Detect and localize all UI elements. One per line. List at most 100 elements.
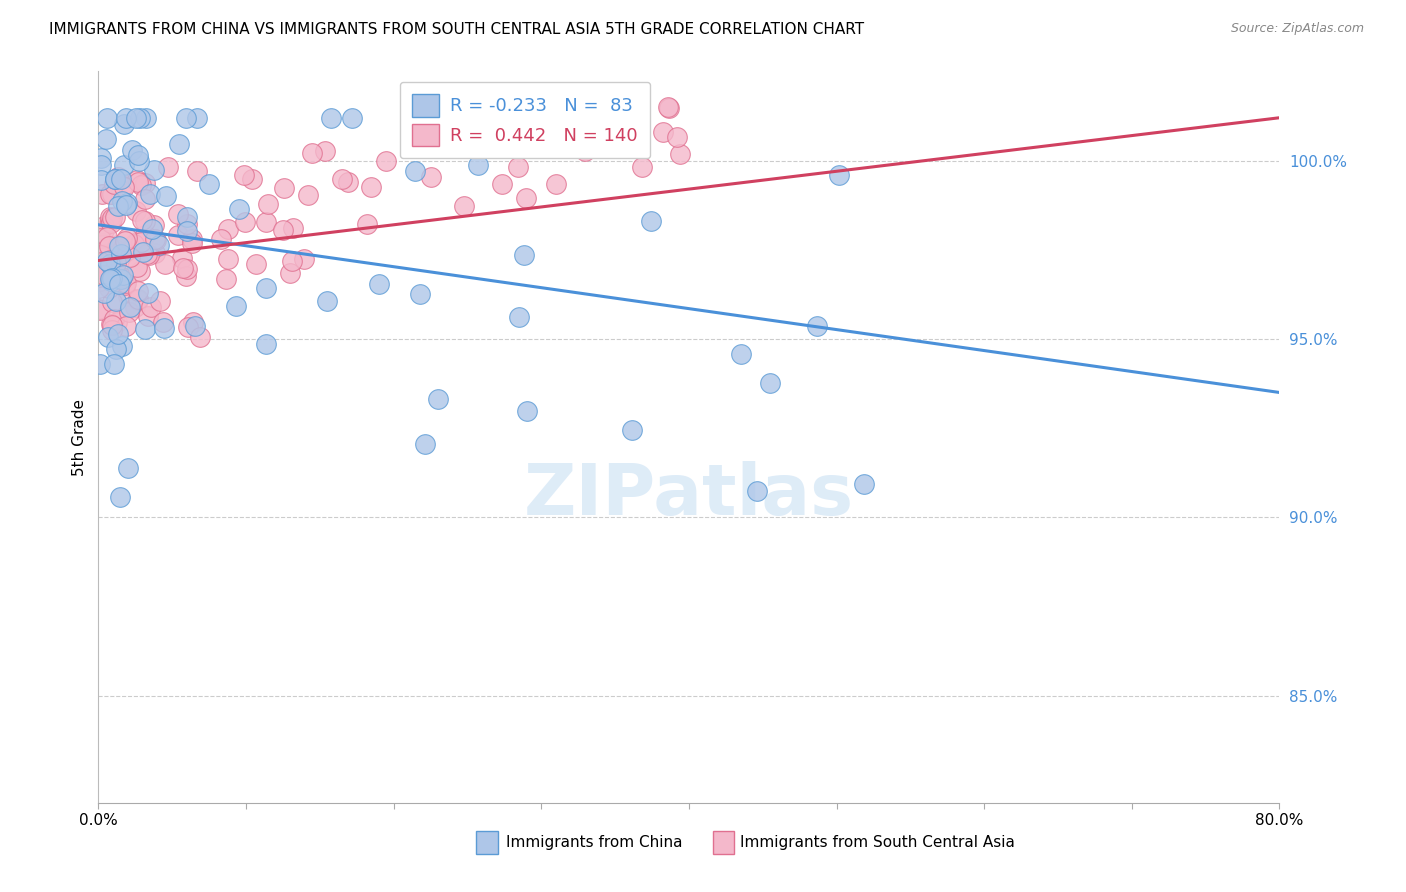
Point xyxy=(97,329,120,343)
Point xyxy=(292,252,315,267)
Point xyxy=(90,158,112,172)
Point xyxy=(138,187,160,202)
Point xyxy=(90,255,112,269)
Point xyxy=(148,238,170,252)
Point xyxy=(105,293,128,308)
Point xyxy=(181,236,204,251)
Point xyxy=(278,266,301,280)
Point xyxy=(167,207,190,221)
Point xyxy=(516,404,538,418)
Point xyxy=(110,271,132,285)
Point xyxy=(143,245,166,260)
Point xyxy=(105,267,128,281)
Point xyxy=(114,276,136,290)
Point xyxy=(98,211,121,225)
Point xyxy=(100,317,122,331)
Point xyxy=(138,248,160,262)
Point xyxy=(152,315,174,329)
Point xyxy=(155,189,177,203)
Point xyxy=(547,134,569,148)
Point xyxy=(176,224,198,238)
Point xyxy=(98,257,121,271)
Point xyxy=(215,272,238,286)
Point xyxy=(631,160,654,174)
Point xyxy=(127,260,149,275)
Point xyxy=(128,154,150,169)
Point xyxy=(281,221,304,235)
Point xyxy=(105,315,128,329)
Point xyxy=(115,231,138,245)
Point xyxy=(254,281,277,295)
Point xyxy=(93,219,115,234)
Text: Immigrants from South Central Asia: Immigrants from South Central Asia xyxy=(740,836,1015,850)
Point xyxy=(104,172,127,186)
Point xyxy=(103,271,125,285)
Point xyxy=(101,271,124,285)
Point xyxy=(103,177,125,191)
Point xyxy=(96,229,118,244)
Point xyxy=(420,169,443,184)
Point xyxy=(184,318,207,333)
Point xyxy=(111,194,134,208)
Point xyxy=(97,239,120,253)
Point xyxy=(172,261,194,276)
Point xyxy=(745,483,768,498)
Point xyxy=(153,257,176,271)
Point xyxy=(114,277,136,292)
Point xyxy=(730,347,752,361)
Point xyxy=(127,292,149,306)
Point xyxy=(125,173,148,187)
Point xyxy=(112,158,135,172)
Point xyxy=(135,111,157,125)
Point xyxy=(134,227,156,242)
Point xyxy=(124,300,146,314)
Text: Source: ZipAtlas.com: Source: ZipAtlas.com xyxy=(1230,22,1364,36)
Point xyxy=(427,392,450,407)
Point xyxy=(114,234,136,248)
Point xyxy=(136,310,159,324)
Point xyxy=(134,193,156,207)
Point xyxy=(180,232,202,246)
Point xyxy=(669,147,692,161)
Point xyxy=(470,111,492,125)
Point xyxy=(93,223,115,237)
Point xyxy=(135,247,157,261)
Point xyxy=(404,163,426,178)
Point xyxy=(301,145,323,160)
Point xyxy=(176,320,198,334)
Point xyxy=(336,176,359,190)
Point xyxy=(107,170,129,185)
Point xyxy=(129,235,152,249)
Point xyxy=(546,178,568,192)
Point xyxy=(512,248,534,262)
Point xyxy=(96,253,118,268)
Point xyxy=(117,289,139,303)
Point xyxy=(145,232,167,246)
Point xyxy=(356,217,378,231)
Point xyxy=(758,376,780,391)
Point xyxy=(129,111,152,125)
Point xyxy=(257,197,280,211)
Point xyxy=(141,300,163,314)
Point xyxy=(174,111,197,125)
Point xyxy=(658,101,681,115)
Point xyxy=(111,339,134,353)
Point xyxy=(111,270,134,285)
Point xyxy=(89,247,111,261)
Point xyxy=(209,232,232,246)
Point xyxy=(409,286,432,301)
Point xyxy=(368,277,391,292)
Text: ZIPatlas: ZIPatlas xyxy=(524,461,853,530)
Point xyxy=(117,461,139,475)
Point xyxy=(149,294,172,309)
Point xyxy=(475,100,498,114)
Point xyxy=(271,223,294,237)
Point xyxy=(93,268,115,283)
Point xyxy=(169,136,191,151)
Point xyxy=(101,323,124,337)
Point xyxy=(105,256,128,270)
Point xyxy=(101,318,124,333)
Point xyxy=(141,222,163,236)
Point xyxy=(621,423,644,437)
Point xyxy=(122,236,145,251)
